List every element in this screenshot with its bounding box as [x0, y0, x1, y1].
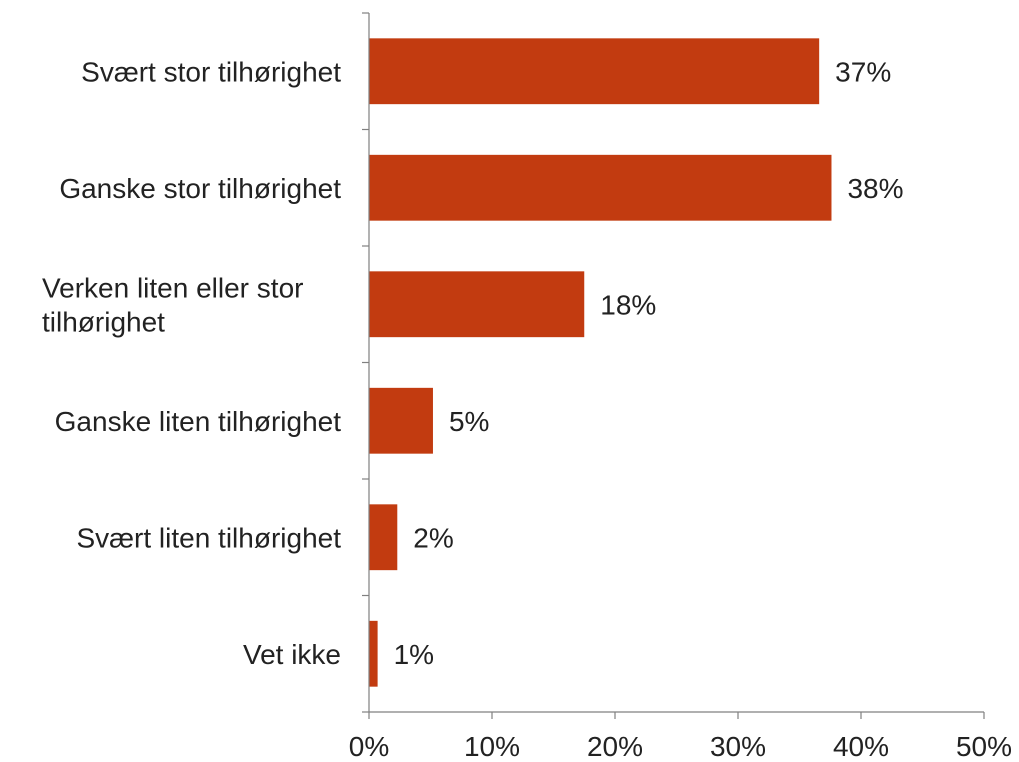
- category-labels-group: Svært stor tilhørighet Ganske stor tilhør…: [42, 56, 341, 670]
- data-labels-group: 37% 38% 18% 5% 2% 1%: [394, 56, 904, 670]
- x-tick-label: 50%: [956, 731, 1012, 762]
- category-label-line: tilhørighet: [42, 306, 165, 337]
- x-axis-ticks: [368, 712, 985, 719]
- data-label: 38%: [847, 173, 903, 204]
- category-label: Ganske liten tilhørighet: [55, 406, 342, 437]
- x-tick-label: 0%: [349, 731, 389, 762]
- axes-group: [362, 12, 985, 719]
- bars-group: [369, 38, 832, 687]
- x-tick-label: 40%: [833, 731, 889, 762]
- x-tick-label: 20%: [587, 731, 643, 762]
- category-label: Svært stor tilhørighet: [81, 56, 341, 87]
- x-tick-labels-group: 0% 10% 20% 30% 40% 50%: [349, 731, 1012, 762]
- data-label: 2%: [413, 522, 453, 553]
- bar: [369, 271, 585, 338]
- category-label: Vet ikke: [243, 639, 341, 670]
- data-label: 5%: [449, 406, 489, 437]
- bar: [369, 620, 378, 687]
- data-label: 18%: [600, 289, 656, 320]
- bar: [369, 387, 433, 454]
- category-label: Ganske stor tilhørighet: [59, 173, 341, 204]
- category-label-line: Verken liten eller stor: [42, 272, 303, 303]
- y-axis-ticks: [362, 12, 369, 713]
- x-tick-label: 10%: [464, 731, 520, 762]
- data-label: 37%: [835, 56, 891, 87]
- data-label: 1%: [394, 639, 434, 670]
- category-label: Svært liten tilhørighet: [76, 522, 341, 553]
- bar: [369, 38, 820, 105]
- category-label: Verken liten eller stor tilhørighet: [42, 272, 303, 337]
- bar: [369, 504, 398, 571]
- x-tick-label: 30%: [710, 731, 766, 762]
- bar: [369, 154, 832, 221]
